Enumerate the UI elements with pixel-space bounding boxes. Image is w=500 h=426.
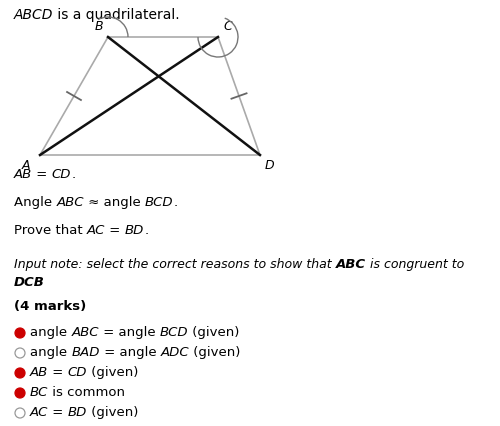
Text: ADC: ADC bbox=[161, 346, 190, 359]
Circle shape bbox=[15, 328, 25, 338]
Text: AC: AC bbox=[87, 224, 105, 237]
Text: (given): (given) bbox=[188, 326, 240, 339]
Text: BCD: BCD bbox=[145, 196, 174, 209]
Text: BD: BD bbox=[125, 224, 144, 237]
Text: =: = bbox=[32, 168, 52, 181]
Text: CD: CD bbox=[68, 366, 87, 379]
Circle shape bbox=[15, 368, 25, 378]
Text: B: B bbox=[94, 20, 103, 33]
Text: AB: AB bbox=[14, 168, 32, 181]
Text: .: . bbox=[144, 224, 148, 237]
Text: = angle: = angle bbox=[100, 346, 161, 359]
Text: Angle: Angle bbox=[14, 196, 56, 209]
Circle shape bbox=[15, 408, 25, 418]
Text: =: = bbox=[48, 406, 68, 419]
Text: ABCD: ABCD bbox=[14, 8, 54, 22]
Text: BC: BC bbox=[30, 386, 48, 399]
Text: ABC: ABC bbox=[72, 326, 99, 339]
Text: = angle: = angle bbox=[99, 326, 160, 339]
Text: Input note: select the correct reasons to show that: Input note: select the correct reasons t… bbox=[14, 258, 336, 271]
Text: ABC: ABC bbox=[336, 258, 366, 271]
Text: =: = bbox=[48, 366, 68, 379]
Text: BAD: BAD bbox=[72, 346, 100, 359]
Text: Prove that: Prove that bbox=[14, 224, 87, 237]
Text: is a quadrilateral.: is a quadrilateral. bbox=[54, 8, 180, 22]
Text: angle: angle bbox=[30, 346, 72, 359]
Text: is common: is common bbox=[48, 386, 126, 399]
Text: ABC: ABC bbox=[56, 196, 84, 209]
Text: A: A bbox=[22, 159, 30, 172]
Text: AB: AB bbox=[30, 366, 48, 379]
Text: BD: BD bbox=[68, 406, 87, 419]
Text: CD: CD bbox=[52, 168, 72, 181]
Text: angle: angle bbox=[30, 326, 72, 339]
Text: =: = bbox=[105, 224, 125, 237]
Text: D: D bbox=[265, 159, 274, 172]
Text: (4 marks): (4 marks) bbox=[14, 300, 86, 313]
Text: DCB: DCB bbox=[14, 276, 45, 289]
Circle shape bbox=[15, 388, 25, 398]
Text: BCD: BCD bbox=[160, 326, 188, 339]
Circle shape bbox=[15, 348, 25, 358]
Text: .: . bbox=[72, 168, 76, 181]
Text: AC: AC bbox=[30, 406, 48, 419]
Text: .: . bbox=[174, 196, 178, 209]
Text: ≈ angle: ≈ angle bbox=[84, 196, 145, 209]
Text: (given): (given) bbox=[88, 366, 138, 379]
Text: (given): (given) bbox=[190, 346, 241, 359]
Text: is congruent to: is congruent to bbox=[366, 258, 464, 271]
Text: C: C bbox=[223, 20, 232, 33]
Text: (given): (given) bbox=[88, 406, 138, 419]
